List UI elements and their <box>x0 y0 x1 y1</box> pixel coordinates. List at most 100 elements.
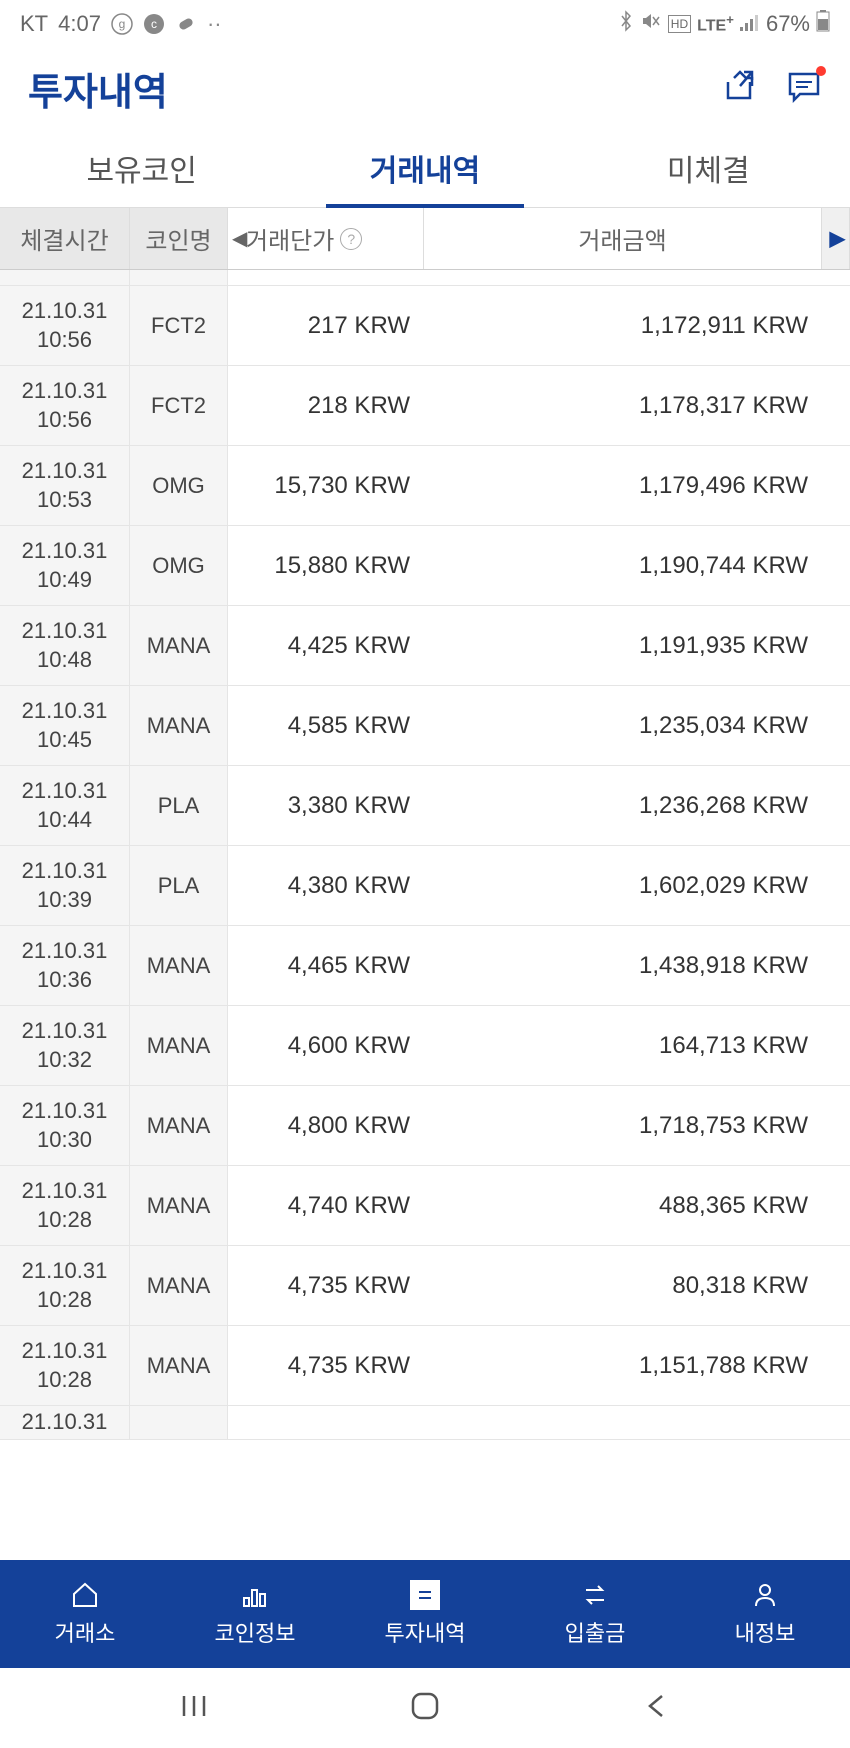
table-row[interactable]: 21.10.31 <box>0 1406 850 1440</box>
nav-item-4[interactable]: 내정보 <box>680 1560 850 1668</box>
network-label: LTE+ <box>697 12 734 35</box>
cell-amount: 1,179,496 KRW <box>424 446 822 525</box>
cell-price: 15,730 KRW <box>228 446 424 525</box>
cell-price: 4,800 KRW <box>228 1086 424 1165</box>
col-coin[interactable]: 코인명 <box>130 208 228 269</box>
table-row[interactable]: 21.10.3110:28MANA4,735 KRW1,151,788 KRW <box>0 1326 850 1406</box>
help-icon[interactable]: ? <box>340 228 362 250</box>
col-time[interactable]: 체결시간 <box>0 208 130 269</box>
table-row[interactable]: 21.10.3110:30MANA4,800 KRW1,718,753 KRW <box>0 1086 850 1166</box>
cell-amount: 1,151,788 KRW <box>424 1326 822 1405</box>
nav-label: 입출금 <box>565 1616 626 1648</box>
col-price-label: 거래단가 <box>246 221 334 256</box>
table-body[interactable]: 21.10.3110:56FCT2217 KRW1,172,911 KRW21.… <box>0 270 850 1560</box>
tab-2[interactable]: 미체결 <box>567 128 850 207</box>
svg-text:c: c <box>151 17 157 31</box>
cell-price: 4,425 KRW <box>228 606 424 685</box>
cell-coin: PLA <box>130 766 228 845</box>
nav-label: 코인정보 <box>215 1616 296 1648</box>
cell-amount: 1,602,029 KRW <box>424 846 822 925</box>
table-row[interactable]: 21.10.3110:56FCT2217 KRW1,172,911 KRW <box>0 286 850 366</box>
cell-time: 21.10.3110:45 <box>0 686 130 765</box>
cell-time: 21.10.3110:56 <box>0 366 130 445</box>
cell-price: 4,740 KRW <box>228 1166 424 1245</box>
cell-price: 4,465 KRW <box>228 926 424 1005</box>
nav-label: 내정보 <box>735 1616 796 1648</box>
header: 투자내역 <box>0 48 850 128</box>
cell-amount: 1,191,935 KRW <box>424 606 822 685</box>
cell-coin: MANA <box>130 1166 228 1245</box>
cell-coin: MANA <box>130 926 228 1005</box>
cell-amount: 1,235,034 KRW <box>424 686 822 765</box>
cell-coin: MANA <box>130 1086 228 1165</box>
svg-text:g: g <box>119 17 126 31</box>
scroll-left-icon[interactable]: ◀ <box>232 226 247 251</box>
table-row[interactable]: 21.10.3110:28MANA4,740 KRW488,365 KRW <box>0 1166 850 1246</box>
cell-price: 4,735 KRW <box>228 1246 424 1325</box>
cell-time: 21.10.3110:36 <box>0 926 130 1005</box>
cell-amount: 1,438,918 KRW <box>424 926 822 1005</box>
app-icon-2: c <box>143 13 165 35</box>
bottom-nav: 거래소코인정보 투자내역입출금 내정보 <box>0 1560 850 1668</box>
cell-amount: 1,172,911 KRW <box>424 286 822 365</box>
cell-price: 3,380 KRW <box>228 766 424 845</box>
chat-icon[interactable] <box>786 68 822 109</box>
android-home-button[interactable] <box>409 1690 441 1727</box>
cell-amount: 1,236,268 KRW <box>424 766 822 845</box>
share-icon[interactable] <box>722 68 758 109</box>
table-row[interactable]: 21.10.3110:32MANA4,600 KRW164,713 KRW <box>0 1006 850 1086</box>
battery-icon <box>816 10 830 38</box>
cell-price: 217 KRW <box>228 286 424 365</box>
table-row[interactable]: 21.10.3110:28MANA4,735 KRW80,318 KRW <box>0 1246 850 1326</box>
table-header: 체결시간 코인명 ◀ 거래단가 ? 거래금액 ▶ <box>0 208 850 270</box>
cell-time: 21.10.31 <box>0 1406 130 1439</box>
nav-item-2[interactable]: 투자내역 <box>340 1560 510 1668</box>
cell-coin: MANA <box>130 1006 228 1085</box>
cell-time: 21.10.3110:39 <box>0 846 130 925</box>
table-row[interactable]: 21.10.3110:39PLA4,380 KRW1,602,029 KRW <box>0 846 850 926</box>
cell-price: 218 KRW <box>228 366 424 445</box>
cell-time: 21.10.3110:32 <box>0 1006 130 1085</box>
cell-price: 4,735 KRW <box>228 1326 424 1405</box>
nav-item-1[interactable]: 코인정보 <box>170 1560 340 1668</box>
cell-amount: 164,713 KRW <box>424 1006 822 1085</box>
tab-1[interactable]: 거래내역 <box>283 128 566 207</box>
table-row[interactable]: 21.10.3110:48MANA4,425 KRW1,191,935 KRW <box>0 606 850 686</box>
battery-label: 67% <box>766 11 810 37</box>
table-row[interactable]: 21.10.3110:49OMG15,880 KRW1,190,744 KRW <box>0 526 850 606</box>
cell-coin: FCT2 <box>130 366 228 445</box>
cell-time: 21.10.3110:28 <box>0 1326 130 1405</box>
tab-0[interactable]: 보유코인 <box>0 128 283 207</box>
cell-time: 21.10.3110:30 <box>0 1086 130 1165</box>
cell-price: 4,585 KRW <box>228 686 424 765</box>
cell-time: 21.10.3110:48 <box>0 606 130 685</box>
bluetooth-icon <box>618 10 634 38</box>
cell-time: 21.10.3110:49 <box>0 526 130 605</box>
table-row[interactable]: 21.10.3110:36MANA4,465 KRW1,438,918 KRW <box>0 926 850 1006</box>
nav-item-0[interactable]: 거래소 <box>0 1560 170 1668</box>
col-amount[interactable]: 거래금액 <box>424 208 822 269</box>
hd-icon: HD <box>668 15 691 33</box>
cell-coin: OMG <box>130 526 228 605</box>
android-back-button[interactable] <box>642 1692 670 1725</box>
signal-icon <box>740 11 760 37</box>
android-recent-button[interactable] <box>180 1692 208 1725</box>
nav-item-3[interactable]: 입출금 <box>510 1560 680 1668</box>
col-price[interactable]: ◀ 거래단가 ? <box>228 208 424 269</box>
spacer-row <box>0 270 850 286</box>
cell-time: 21.10.3110:28 <box>0 1166 130 1245</box>
scroll-right-icon[interactable]: ▶ <box>830 226 845 251</box>
cell-amount: 1,190,744 KRW <box>424 526 822 605</box>
table-row[interactable]: 21.10.3110:44PLA3,380 KRW1,236,268 KRW <box>0 766 850 846</box>
cell-amount: 1,178,317 KRW <box>424 366 822 445</box>
cell-amount: 488,365 KRW <box>424 1166 822 1245</box>
cell-amount: 80,318 KRW <box>424 1246 822 1325</box>
cell-time: 21.10.3110:53 <box>0 446 130 525</box>
table-row[interactable]: 21.10.3110:45MANA4,585 KRW1,235,034 KRW <box>0 686 850 766</box>
cell-time: 21.10.3110:56 <box>0 286 130 365</box>
table-row[interactable]: 21.10.3110:56FCT2218 KRW1,178,317 KRW <box>0 366 850 446</box>
nav-icon <box>70 1580 100 1610</box>
cell-coin: FCT2 <box>130 286 228 365</box>
cell-coin: MANA <box>130 1326 228 1405</box>
table-row[interactable]: 21.10.3110:53OMG15,730 KRW1,179,496 KRW <box>0 446 850 526</box>
